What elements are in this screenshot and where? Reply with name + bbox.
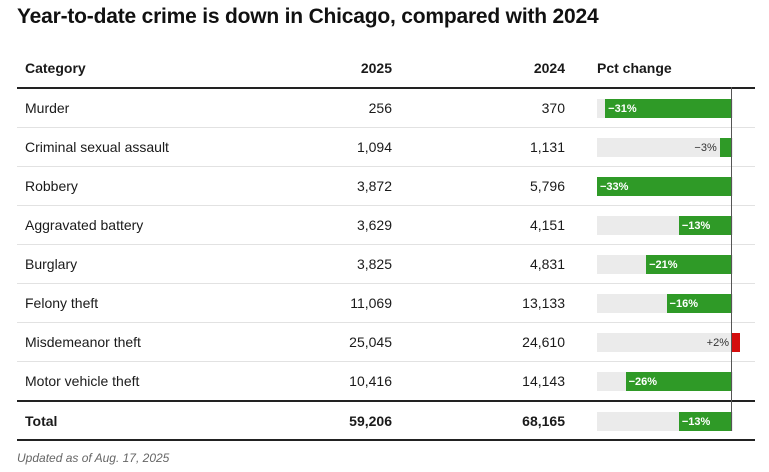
table-row: Misdemeanor theft 25,045 24,610 +2%	[17, 323, 755, 362]
chart-title: Year-to-date crime is down in Chicago, c…	[17, 5, 599, 28]
header-category: Category	[25, 59, 86, 76]
value-2025-cell: 59,206	[349, 412, 392, 429]
pct-bar-track: −13%	[597, 412, 733, 431]
header-pct-change: Pct change	[597, 59, 672, 76]
table-row: Motor vehicle theft 10,416 14,143 −26%	[17, 362, 755, 401]
pct-bar-track: −21%	[597, 255, 733, 274]
pct-bar-track: +2%	[597, 333, 741, 352]
value-2025-cell: 1,094	[356, 139, 392, 155]
pct-bar-track: −13%	[597, 216, 733, 235]
value-2024-cell: 5,796	[529, 178, 565, 194]
table-row: Murder 256 370 −31%	[17, 89, 755, 128]
pct-change-label: −13%	[681, 415, 711, 428]
table-row: Robbery 3,872 5,796 −33%	[17, 167, 755, 206]
pct-change-bar	[646, 255, 732, 274]
pct-change-bar	[678, 412, 732, 431]
category-cell: Burglary	[25, 256, 78, 272]
total-row: Total 59,206 68,165 −13%	[17, 400, 755, 441]
header-2025: 2025	[360, 59, 392, 76]
pct-change-label: +2%	[706, 336, 729, 349]
value-2024-cell: 4,831	[529, 256, 565, 272]
pct-change-bar	[732, 333, 741, 352]
category-cell: Total	[25, 412, 58, 429]
pct-change-label: −13%	[681, 219, 711, 232]
pct-bar-track: −3%	[597, 138, 733, 157]
pct-change-label: −26%	[628, 375, 658, 388]
category-cell: Murder	[25, 100, 70, 116]
category-cell: Motor vehicle theft	[25, 373, 140, 389]
value-2025-cell: 25,045	[349, 334, 392, 350]
value-2025-cell: 3,872	[356, 178, 392, 194]
value-2024-cell: 24,610	[522, 334, 565, 350]
zero-axis-line	[731, 87, 732, 431]
table-row: Criminal sexual assault 1,094 1,131 −3%	[17, 128, 755, 167]
value-2025-cell: 3,629	[356, 217, 392, 233]
value-2024-cell: 370	[541, 100, 565, 116]
value-2025-cell: 3,825	[356, 256, 392, 272]
value-2024-cell: 4,151	[529, 217, 565, 233]
pct-change-label: −16%	[669, 297, 698, 310]
pct-change-bar	[666, 294, 732, 313]
pct-bar-track: −31%	[597, 99, 733, 118]
category-cell: Criminal sexual assault	[25, 139, 169, 155]
table-row: Felony theft 11,069 13,133 −16%	[17, 284, 755, 323]
value-2025-cell: 10,416	[349, 373, 392, 389]
table-row: Aggravated battery 3,629 4,151 −13%	[17, 206, 755, 245]
category-cell: Misdemeanor theft	[25, 334, 141, 350]
pct-change-label: −21%	[649, 258, 678, 271]
table-row: Burglary 3,825 4,831 −21%	[17, 245, 755, 284]
category-cell: Aggravated battery	[25, 217, 144, 233]
pct-change-bar	[625, 372, 732, 391]
header-2024: 2024	[533, 59, 565, 76]
value-2024-cell: 14,143	[522, 373, 565, 389]
value-2025-cell: 11,069	[350, 295, 392, 311]
pct-change-bar	[678, 216, 732, 235]
pct-change-bar	[597, 177, 732, 196]
pct-change-label: −31%	[608, 102, 637, 115]
value-2024-cell: 1,131	[529, 139, 565, 155]
pct-bar-track: −33%	[597, 177, 733, 196]
pct-change-bar	[719, 138, 732, 157]
pct-change-label: −33%	[600, 180, 629, 193]
pct-change-label: −3%	[694, 141, 717, 154]
table-header: Category 2025 2024 Pct change	[17, 48, 755, 89]
pct-bar-track: −26%	[597, 372, 733, 391]
pct-bar-track: −16%	[597, 294, 733, 313]
value-2024-cell: 13,133	[522, 295, 565, 311]
value-2025-cell: 256	[368, 100, 392, 116]
value-2024-cell: 68,165	[522, 412, 565, 429]
crime-table: Category 2025 2024 Pct change Murder 256 3…	[17, 48, 755, 441]
footnote: Updated as of Aug. 17, 2025	[17, 451, 170, 465]
pct-change-bar	[605, 99, 732, 118]
category-cell: Felony theft	[25, 295, 99, 311]
category-cell: Robbery	[25, 178, 78, 194]
